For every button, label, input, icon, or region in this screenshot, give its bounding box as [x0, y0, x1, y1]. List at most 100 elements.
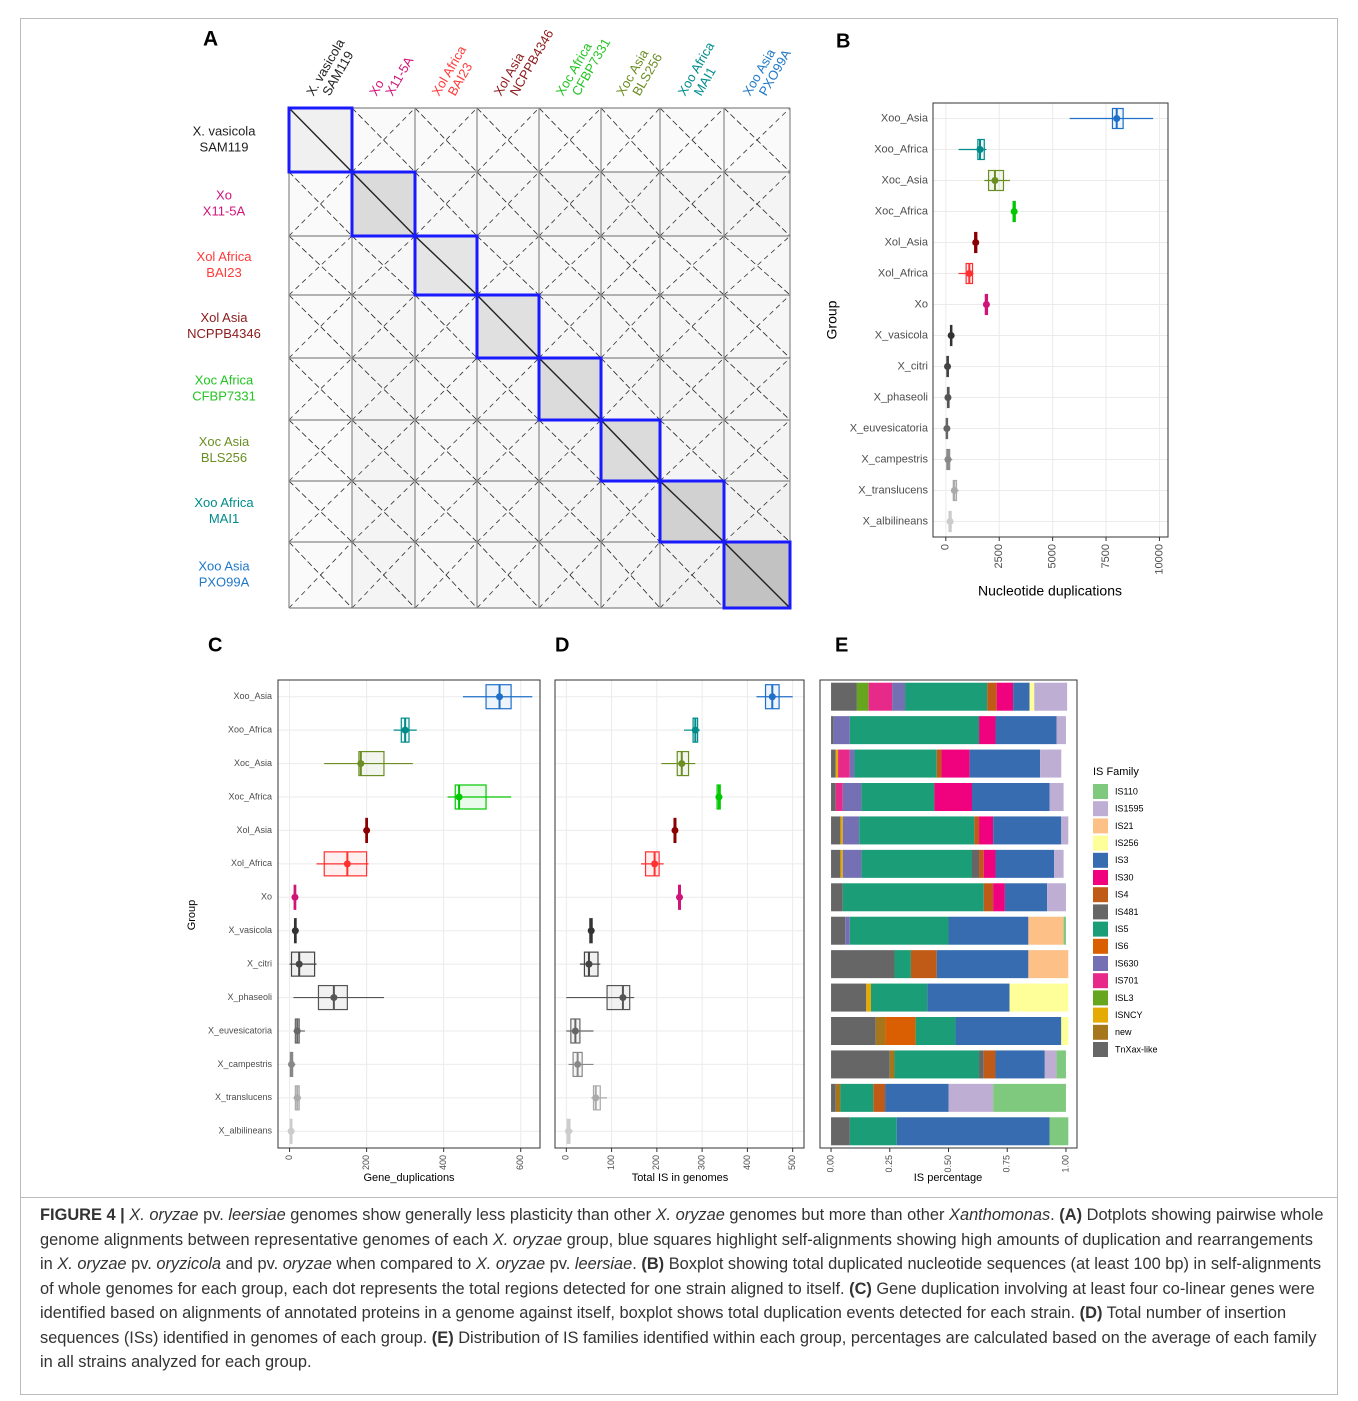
median-point: [943, 425, 951, 432]
x-tick-label: 5000: [1047, 544, 1059, 568]
row-label: Xoc Africa: [195, 372, 254, 387]
bar-segment: [927, 983, 1010, 1012]
bar-segment: [866, 983, 871, 1012]
bar-segment: [993, 883, 1005, 912]
caption-text: (D): [1079, 1304, 1103, 1322]
alignment: [476, 357, 540, 421]
x-axis-title: Gene_duplications: [363, 1172, 455, 1184]
median-point: [671, 826, 679, 834]
category-label: X_translucens: [215, 1092, 273, 1102]
alignment: [538, 107, 602, 173]
self-alignment-box: [537, 356, 603, 422]
bar-segment: [1044, 1050, 1057, 1079]
bar-segment: [905, 682, 988, 711]
bar-segment: [934, 783, 972, 811]
median-point: [293, 1027, 301, 1035]
box: [290, 951, 316, 977]
legend-label: IS3: [1115, 855, 1129, 865]
bar-segment: [831, 783, 836, 811]
alignment: [476, 171, 540, 237]
row-label: SAM119: [200, 139, 249, 154]
caption-text: .: [632, 1255, 642, 1273]
row-label: CFBP7331: [192, 388, 256, 403]
bar-segment: [983, 883, 994, 912]
bar-segment: [969, 749, 1041, 778]
caption-text: (C): [849, 1279, 872, 1298]
bar-segment: [842, 849, 862, 878]
caption-text: (E): [431, 1328, 454, 1347]
alignment: [414, 419, 478, 482]
alignment: [723, 419, 791, 482]
legend-swatch: [1093, 887, 1108, 903]
alignment: [351, 419, 416, 482]
legend-label: IS630: [1115, 958, 1139, 968]
bar-segment: [831, 1117, 850, 1146]
x-tick-label: 0: [284, 1155, 294, 1160]
bar-segment: [831, 849, 841, 878]
x-axis-title: Nucleotide duplications: [978, 583, 1122, 599]
median-point: [965, 270, 973, 277]
x-tick-label: 500: [787, 1155, 797, 1170]
alignment: [538, 357, 602, 421]
bar-segment: [1056, 1050, 1066, 1079]
alignment: [414, 235, 478, 296]
legend-swatch: [1093, 1042, 1108, 1057]
column-label: X11-5A: [382, 54, 416, 99]
alignment: [414, 480, 478, 543]
panel-letter: A: [203, 28, 218, 51]
median-point: [944, 456, 952, 463]
median-point: [944, 394, 952, 401]
category-label: X_albilineans: [218, 1126, 272, 1136]
category-label: Xol_Africa: [878, 267, 929, 279]
legend-swatch: [1093, 801, 1108, 817]
bar-segment: [995, 849, 1055, 878]
median-point: [691, 726, 699, 734]
alignment: [659, 235, 725, 296]
bar-segment: [838, 749, 850, 778]
x-tick-label: 400: [438, 1155, 448, 1170]
bar-segment: [842, 883, 984, 912]
alignment: [414, 541, 478, 609]
caption-text: leersiae: [574, 1255, 633, 1273]
bar-segment: [1049, 783, 1064, 811]
bar-segment: [1063, 916, 1066, 945]
category-label: X_vasicola: [228, 925, 272, 935]
caption-text: .: [1050, 1206, 1060, 1224]
bar-segment: [840, 849, 843, 878]
alignment: [538, 171, 602, 237]
category-label: X_vasicola: [875, 329, 929, 341]
bar-segment: [835, 783, 843, 811]
self-alignment-box: [722, 540, 792, 610]
panel-letter: C: [208, 634, 222, 656]
alignment: [476, 107, 540, 173]
alignment: [723, 235, 791, 296]
self-alignment-box: [475, 293, 541, 360]
bar-segment: [835, 749, 839, 778]
bar-segment: [861, 783, 935, 811]
alignment: [538, 419, 602, 482]
median-point: [496, 693, 504, 701]
x-tick-label: 0.75: [1002, 1155, 1012, 1173]
legend-label: TnXax-like: [1115, 1044, 1158, 1054]
alignment: [600, 107, 661, 173]
median-point: [287, 1127, 295, 1135]
legend-swatch: [1093, 956, 1108, 971]
alignment: [538, 419, 602, 482]
legend-label: IS1595: [1115, 804, 1144, 814]
bar-segment: [915, 1017, 956, 1045]
row-label: Xol Africa: [197, 249, 253, 264]
bar-segment: [831, 749, 836, 778]
alignment: [414, 357, 478, 421]
category-label: Xoc_Asia: [234, 758, 272, 768]
legend-label: IS481: [1115, 907, 1139, 917]
bar-segment: [941, 749, 970, 778]
row-label: X. vasicola: [193, 123, 257, 138]
alignment: [659, 419, 725, 482]
category-label: Xol_Asia: [885, 236, 929, 248]
median-point: [651, 860, 659, 868]
row-label: MAI1: [209, 511, 239, 526]
legend-swatch: [1093, 938, 1108, 954]
x-tick-label: 10000: [1153, 544, 1165, 575]
alignment: [659, 541, 725, 609]
